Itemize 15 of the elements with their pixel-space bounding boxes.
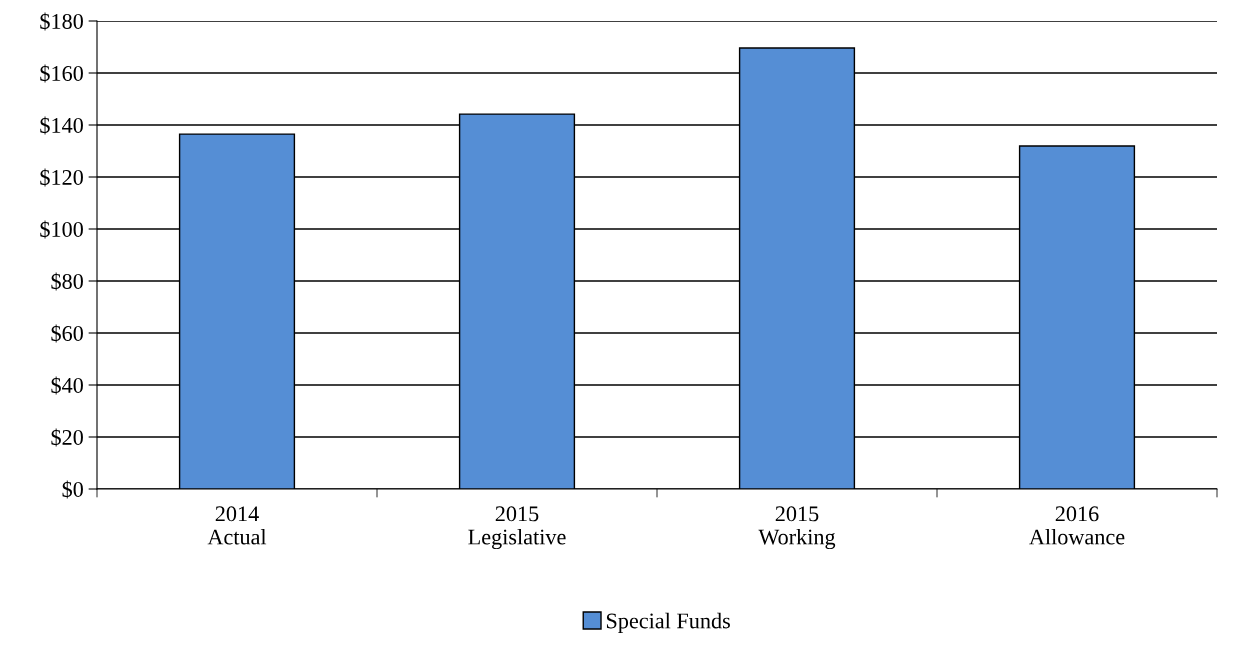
x-tick-label: 2015 Legislative [468, 506, 566, 550]
x-tick-label: 2014 Actual [207, 506, 267, 545]
y-tick-label: $20 [51, 428, 83, 447]
x-tick-label: 2015 Working [758, 506, 836, 550]
y-tick-label: $0 [62, 480, 83, 499]
y-tick-label: $80 [51, 272, 83, 291]
y-tick-label: $40 [51, 376, 83, 395]
y-tick-label: $120 [40, 168, 83, 187]
legend-label: Special Funds [606, 612, 730, 633]
y-tick-label: $160 [40, 64, 83, 83]
x-tick-label: 2016 Allowance [1029, 506, 1125, 545]
y-tick-label: $100 [40, 220, 83, 239]
y-tick-label: $180 [40, 12, 83, 31]
y-tick-label: $60 [51, 324, 83, 343]
y-tick-label: $140 [40, 116, 83, 135]
